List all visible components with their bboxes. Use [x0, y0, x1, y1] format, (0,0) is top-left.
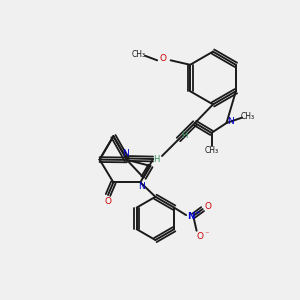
- Text: H: H: [181, 131, 187, 140]
- Text: N: N: [187, 212, 194, 221]
- Text: O: O: [205, 202, 212, 211]
- Text: CH₃: CH₃: [240, 112, 255, 121]
- Text: +: +: [194, 210, 200, 216]
- Text: N: N: [122, 149, 128, 158]
- Text: O: O: [196, 232, 203, 241]
- Text: O: O: [104, 197, 112, 206]
- Text: CH₃: CH₃: [204, 146, 219, 155]
- Text: ⁻: ⁻: [204, 229, 208, 238]
- Text: N: N: [139, 182, 145, 191]
- Text: CH₃: CH₃: [132, 50, 146, 59]
- Text: H: H: [153, 155, 160, 164]
- Text: O: O: [160, 54, 167, 63]
- Text: N: N: [227, 117, 233, 126]
